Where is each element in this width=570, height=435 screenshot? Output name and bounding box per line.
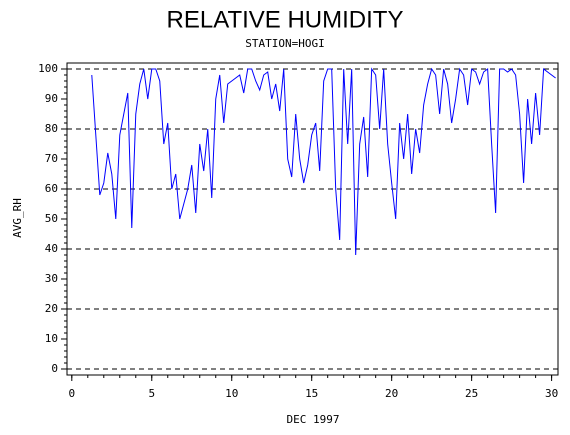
x-tick-label: 10 xyxy=(225,387,238,400)
y-tick-label: 70 xyxy=(45,152,58,165)
y-tick-label: 10 xyxy=(45,332,58,345)
x-tick-label: 25 xyxy=(465,387,478,400)
data-line xyxy=(91,67,556,256)
x-axis-label: DEC 1997 xyxy=(287,413,340,426)
y-tick-label: 60 xyxy=(45,182,58,195)
chart-title: RELATIVE HUMIDITY xyxy=(167,6,404,33)
chart-subtitle: STATION=HOGI xyxy=(245,37,324,50)
y-tick-label: 100 xyxy=(38,62,58,75)
x-tick-label: 5 xyxy=(148,387,155,400)
x-tick-label: 15 xyxy=(305,387,318,400)
y-axis-label: AVG_RH xyxy=(11,198,24,238)
x-tick-label: 0 xyxy=(68,387,75,400)
y-tick-label: 20 xyxy=(45,302,58,315)
y-tick-label: 80 xyxy=(45,122,58,135)
x-tick-label: 30 xyxy=(545,387,558,400)
x-tick-label: 20 xyxy=(385,387,398,400)
y-tick-label: 40 xyxy=(45,242,58,255)
y-tick-label: 90 xyxy=(45,92,58,105)
y-tick-label: 30 xyxy=(45,272,58,285)
plot-frame xyxy=(66,62,559,376)
y-tick-label: 0 xyxy=(51,362,58,375)
y-tick-label: 50 xyxy=(45,212,58,225)
